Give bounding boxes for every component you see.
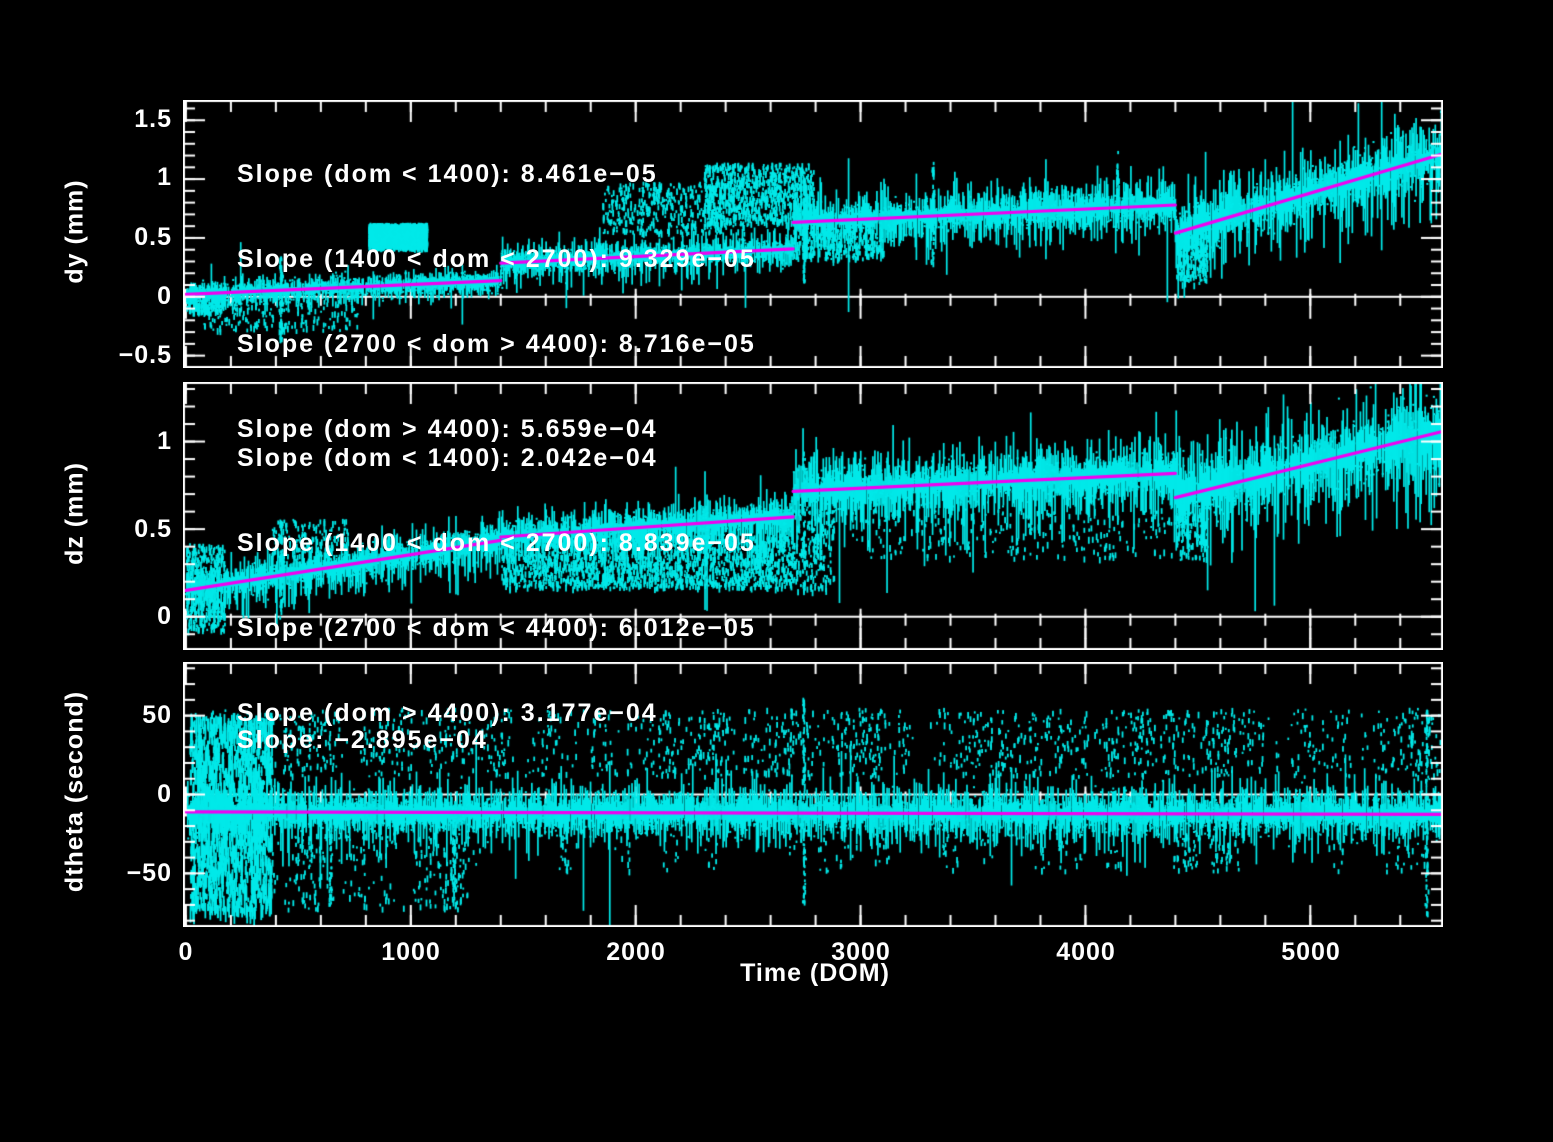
xtick-0: 0 (178, 938, 194, 966)
dy-panel (183, 100, 1443, 368)
dy-slope-line-1: Slope (dom < 1400): 8.461e−05 (237, 160, 658, 188)
xtick-3000: 3000 (831, 938, 891, 966)
xtick-4000: 4000 (1056, 938, 1116, 966)
dz-slope-line-4: Slope (dom > 4400): 3.177e−04 (237, 699, 658, 727)
dy-ytick-neg0.5: −0.5 (118, 341, 172, 369)
dz-slope-line-2: Slope (1400 < dom < 2700): 8.839e−05 (237, 529, 756, 557)
dy-ytick-1.5: 1.5 (134, 105, 172, 133)
dy-slope-line-2: Slope (1400 < dom < 2700): 9.329e−05 (237, 245, 756, 273)
dtheta-ytick-50: 50 (142, 701, 172, 729)
dtheta-ytick-0: 0 (157, 780, 172, 808)
dtheta-plot-canvas (183, 662, 1443, 927)
dy-ytick-1: 1 (157, 163, 172, 191)
dz-plot-canvas (183, 382, 1443, 650)
dy-slope-line-4: Slope (dom > 4400): 5.659e−04 (237, 415, 658, 443)
xtick-2000: 2000 (606, 938, 666, 966)
dtheta-slope-annotations: Slope: −2.895e−04 (237, 669, 488, 812)
dtheta-slope-line-1: Slope: −2.895e−04 (237, 726, 488, 754)
dy-plot-canvas (183, 100, 1443, 368)
dy-slope-annotations: Slope (dom < 1400): 8.461e−05 Slope (140… (237, 103, 756, 501)
dz-ytick-0: 0 (157, 602, 172, 630)
dz-ytick-1: 1 (157, 427, 172, 455)
dtheta-ytick-neg50: −50 (126, 859, 172, 887)
dy-ytick-0: 0 (157, 282, 172, 310)
dz-panel (183, 382, 1443, 650)
dz-slope-line-1: Slope (dom < 1400): 2.042e−04 (237, 444, 658, 472)
dz-slope-annotations: Slope (dom < 1400): 2.042e−04 Slope (140… (237, 387, 756, 785)
x-axis-title: Time (DOM) (740, 959, 890, 987)
dtheta-panel (183, 662, 1443, 927)
xtick-1000: 1000 (381, 938, 441, 966)
dz-ytick-0.5: 0.5 (134, 515, 172, 543)
dtheta-axis-title: dtheta (second) (60, 690, 89, 893)
dy-slope-line-3: Slope (2700 < dom > 4400): 8.716e−05 (237, 330, 756, 358)
xtick-5000: 5000 (1281, 938, 1341, 966)
dy-ytick-0.5: 0.5 (134, 223, 172, 251)
dz-slope-line-3: Slope (2700 < dom < 4400): 6.012e−05 (237, 614, 756, 642)
